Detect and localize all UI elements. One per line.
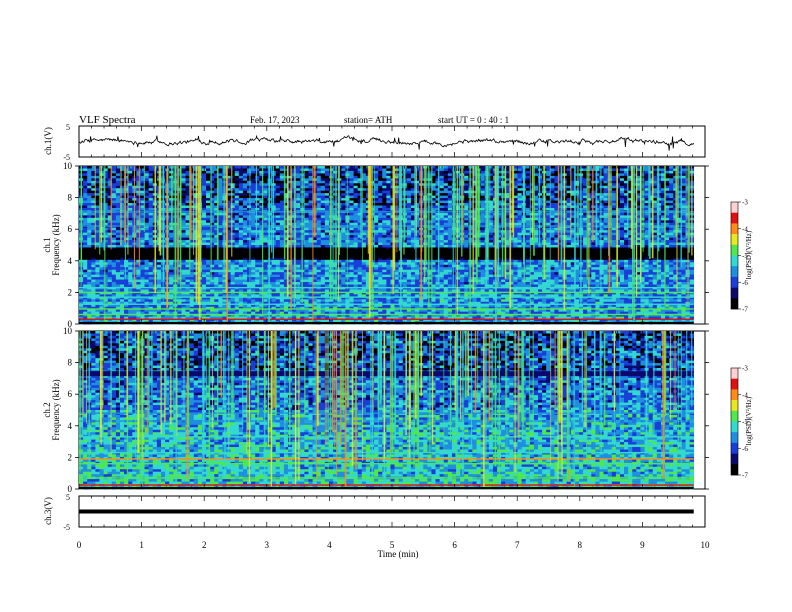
spec1-ytick-10: 10 — [63, 161, 73, 171]
ch1-spectrogram-ylabel-channel: ch.1 — [42, 237, 52, 252]
cbar2-tick-m4: -4 — [742, 391, 748, 399]
figure-title: VLF Spectra — [79, 114, 136, 126]
ch1-ytick-top: 5 — [66, 123, 70, 132]
cbar1-tick-m3: -3 — [742, 199, 748, 207]
ch2-colorbar: -3 -4 -5 -6 -7 log(PSD)(V²/Hz) — [730, 365, 753, 480]
ch3-ytick-top: 5 — [66, 493, 70, 502]
ch1-ytick-bottom: -5 — [63, 153, 70, 162]
ch1-spectrogram-panel: 0 2 4 6 8 10 ch.1 Frequency (kHz) — [42, 161, 709, 329]
spec1-ytick-8: 8 — [68, 193, 73, 203]
ch3-ytick-bottom: -5 — [63, 523, 70, 532]
cbar2-tick-m3: -3 — [742, 365, 748, 373]
ch2-colorbar-label: log(PSD)(V²/Hz) — [745, 396, 753, 445]
spec1-ytick-6: 6 — [68, 224, 73, 234]
cbar1-tick-m4: -4 — [742, 225, 748, 233]
ch1-waveform-panel: 5 -5 ch.1(V) — [43, 123, 706, 162]
ch3-waveform-ylabel: ch.3(V) — [43, 497, 53, 525]
x-tick-label-5: 5 — [390, 540, 395, 550]
station-label: station= ATH — [344, 115, 393, 125]
ch3-waveform-line — [79, 509, 694, 514]
ch1-waveform-line — [79, 134, 695, 151]
spec2-ytick-0: 0 — [68, 484, 73, 494]
spec2-ytick-10: 10 — [63, 326, 73, 336]
ch1-colorbar: -3 -4 -5 -6 -7 log(PSD)(V²/Hz) — [730, 199, 753, 314]
x-tick-label-7: 7 — [515, 540, 520, 550]
ch1-colorbar-label: log(PSD)(V²/Hz) — [745, 230, 753, 279]
ch2-spectrogram-panel: 0 2 4 6 8 10 ch.2 Frequency (kHz) — [42, 326, 709, 494]
spec2-ytick-2: 2 — [68, 452, 73, 462]
ch1-spectrogram-image — [79, 166, 695, 325]
cbar1-tick-m6: -6 — [742, 279, 748, 287]
x-tick-label-1: 1 — [139, 540, 144, 550]
x-tick-label-0: 0 — [77, 540, 82, 550]
ch1-spectrogram-ylabel-frequency: Frequency (kHz) — [51, 214, 61, 275]
ch2-spectrogram-image — [79, 331, 695, 490]
x-tick-label-9: 9 — [640, 540, 645, 550]
start-time-label: start UT = 0 : 40 : 1 — [438, 115, 509, 125]
cbar1-tick-m7: -7 — [742, 306, 748, 314]
spec2-ytick-8: 8 — [68, 358, 73, 368]
date-label: Feb. 17, 2023 — [250, 115, 300, 125]
spec1-ytick-2: 2 — [68, 287, 73, 297]
x-tick-label-2: 2 — [202, 540, 207, 550]
x-tick-label-6: 6 — [452, 540, 457, 550]
spec1-ytick-4: 4 — [68, 256, 73, 266]
x-tick-label-8: 8 — [578, 540, 583, 550]
spec2-ytick-4: 4 — [68, 421, 73, 431]
spec2-ytick-6: 6 — [68, 389, 73, 399]
cbar1-tick-m5: -5 — [742, 252, 748, 260]
ch1-waveform-ylabel: ch.1(V) — [43, 127, 53, 155]
ch3-waveform-panel: 5 -5 ch.3(V) — [43, 493, 706, 532]
spec1-ytick-0: 0 — [68, 319, 73, 329]
cbar2-tick-m7: -7 — [742, 472, 748, 480]
cbar2-tick-m6: -6 — [742, 445, 748, 453]
x-tick-label-3: 3 — [265, 540, 270, 550]
x-axis-label: Time (min) — [378, 549, 419, 559]
x-tick-label-4: 4 — [327, 540, 332, 550]
cbar2-tick-m5: -5 — [742, 418, 748, 426]
x-tick-label-10: 10 — [701, 540, 711, 550]
ch2-spectrogram-ylabel-frequency: Frequency (kHz) — [51, 379, 61, 440]
ch2-spectrogram-ylabel-channel: ch.2 — [42, 402, 52, 417]
